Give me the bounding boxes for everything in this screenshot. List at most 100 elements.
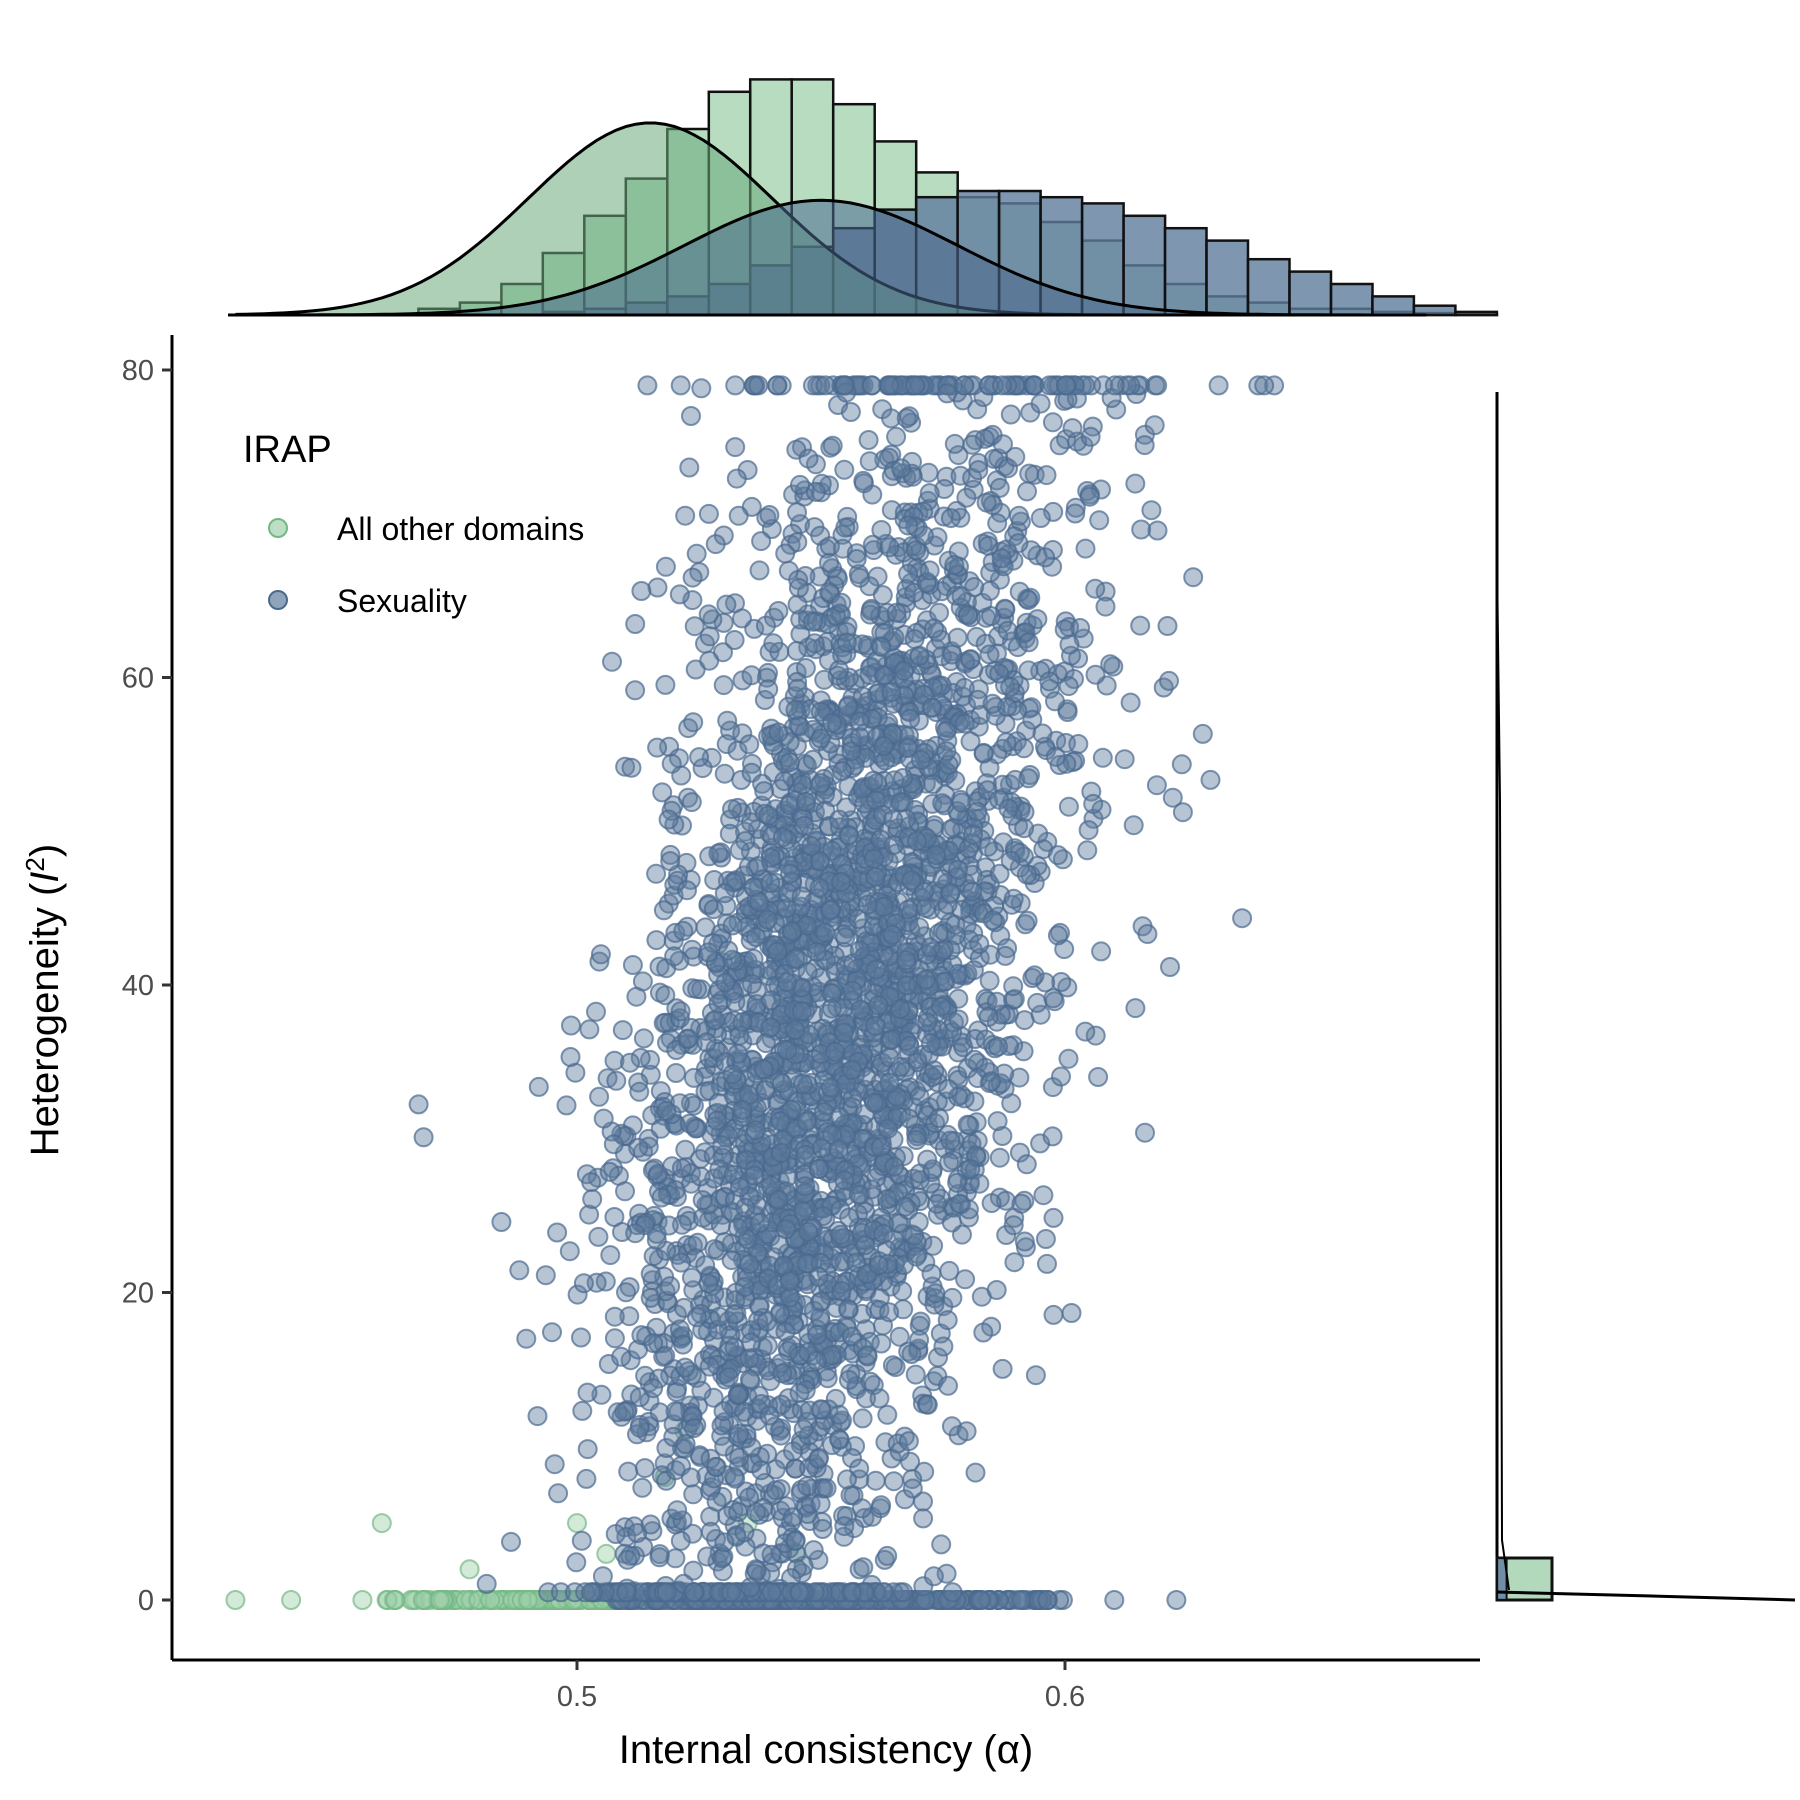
point-sexuality <box>724 630 745 650</box>
point-sexuality <box>734 1522 755 1543</box>
point-sexuality <box>588 1226 609 1247</box>
point-all-other-domains <box>596 1543 617 1564</box>
point-sexuality <box>808 1158 829 1179</box>
point-sexuality <box>910 1311 931 1332</box>
point-sexuality <box>1003 1215 1024 1236</box>
point-sexuality <box>749 892 770 912</box>
point-sexuality <box>631 581 652 601</box>
point-sexuality <box>879 1072 900 1093</box>
point-sexuality <box>1013 738 1034 759</box>
right-density-curve <box>1496 1590 1796 1602</box>
point-sexuality <box>1232 908 1253 929</box>
point-sexuality <box>741 1332 761 1353</box>
point-sexuality <box>1008 505 1029 526</box>
point-sexuality <box>947 627 968 648</box>
point-sexuality <box>810 1399 831 1420</box>
point-sexuality <box>883 809 904 830</box>
point-sexuality <box>1200 769 1221 790</box>
point-sexuality <box>686 543 707 564</box>
point-sexuality <box>829 1429 850 1450</box>
point-sexuality <box>566 1552 587 1573</box>
point-sexuality <box>705 1456 726 1477</box>
point-sexuality <box>655 674 676 695</box>
point-sexuality <box>924 1060 945 1081</box>
point-sexuality <box>625 614 646 634</box>
point-sexuality <box>839 825 860 846</box>
point-sexuality <box>746 927 766 947</box>
point-sexuality <box>809 877 830 898</box>
legend: IRAP All other domains Sexuality <box>243 429 584 619</box>
point-sexuality <box>849 940 870 961</box>
point-sexuality <box>851 1498 872 1519</box>
point-sexuality <box>906 1130 927 1150</box>
point-sexuality <box>982 693 1003 714</box>
point-sexuality <box>976 492 997 513</box>
point-sexuality <box>571 1530 592 1551</box>
point-sexuality <box>643 1333 664 1354</box>
point-sexuality <box>989 1147 1010 1168</box>
legend-key-all-other-domains <box>268 518 288 538</box>
point-sexuality <box>896 408 917 429</box>
point-sexuality <box>969 934 990 954</box>
point-sexuality <box>696 1032 717 1053</box>
point-sexuality <box>1058 796 1079 817</box>
scatter-panel: 0 20 40 60 80 0.5 0.6 <box>122 335 1480 1713</box>
point-sexuality <box>829 1106 850 1127</box>
point-sexuality <box>592 1566 613 1587</box>
point-sexuality <box>779 1271 800 1292</box>
point-sexuality <box>830 1224 851 1245</box>
point-sexuality <box>757 909 778 930</box>
point-sexuality <box>1016 864 1037 885</box>
top-hist-bar-sexuality <box>1412 304 1457 317</box>
point-sexuality <box>923 1235 944 1256</box>
point-sexuality <box>1035 1229 1056 1249</box>
point-sexuality <box>988 1036 1008 1057</box>
point-sexuality <box>1079 486 1100 507</box>
point-sexuality <box>1089 510 1110 531</box>
point-sexuality <box>1047 925 1068 946</box>
x-tick-label: 0.5 <box>557 1681 597 1713</box>
point-sexuality <box>714 883 735 904</box>
point-sexuality <box>877 1189 898 1209</box>
point-sexuality <box>544 1454 565 1475</box>
point-sexuality <box>708 993 729 1014</box>
point-sexuality <box>768 601 789 621</box>
point-sexuality <box>724 1466 744 1487</box>
point-sexuality <box>721 1582 742 1603</box>
scatter-points <box>225 375 1285 1610</box>
point-sexuality <box>873 736 894 756</box>
point-sexuality <box>1171 754 1192 775</box>
point-sexuality <box>760 873 781 893</box>
point-sexuality <box>919 483 940 504</box>
point-sexuality <box>1018 632 1039 653</box>
point-sexuality <box>940 1130 961 1151</box>
point-sexuality <box>745 1120 766 1141</box>
point-sexuality <box>886 426 907 447</box>
point-sexuality <box>1083 793 1104 814</box>
point-sexuality <box>1037 1253 1057 1274</box>
point-sexuality <box>1091 479 1111 500</box>
point-sexuality <box>997 620 1018 641</box>
point-sexuality <box>775 543 796 564</box>
point-sexuality <box>899 1108 919 1129</box>
point-sexuality <box>1017 481 1037 502</box>
point-sexuality <box>1162 787 1183 808</box>
point-sexuality <box>936 741 957 762</box>
point-sexuality <box>839 1207 860 1228</box>
point-sexuality <box>755 615 776 636</box>
point-sexuality <box>922 697 943 718</box>
point-sexuality <box>632 971 653 992</box>
point-sexuality <box>729 840 750 861</box>
point-sexuality <box>853 1557 874 1578</box>
point-sexuality <box>1056 375 1077 396</box>
point-sexuality <box>793 1419 814 1440</box>
point-sexuality <box>895 1196 916 1217</box>
point-sexuality <box>937 383 958 404</box>
point-sexuality <box>963 960 984 981</box>
y-axis-title: Heterogeneity (I2) <box>20 844 67 1156</box>
point-sexuality <box>786 640 807 661</box>
point-sexuality <box>528 1076 549 1097</box>
point-sexuality <box>819 552 839 573</box>
point-sexuality <box>1166 1590 1187 1610</box>
point-sexuality <box>1058 676 1079 697</box>
